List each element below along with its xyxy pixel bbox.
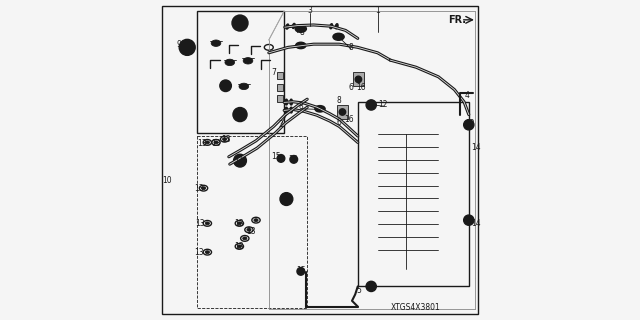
Text: 15: 15 <box>296 266 306 275</box>
Text: 2: 2 <box>278 120 284 129</box>
Ellipse shape <box>202 187 205 189</box>
Text: 13: 13 <box>196 139 207 148</box>
Text: 9: 9 <box>176 40 181 49</box>
Polygon shape <box>277 95 283 102</box>
Circle shape <box>182 43 192 52</box>
Text: 11: 11 <box>283 195 292 204</box>
Text: 16: 16 <box>344 115 354 124</box>
Ellipse shape <box>315 106 325 112</box>
Ellipse shape <box>239 83 249 90</box>
Circle shape <box>234 154 246 167</box>
Text: 8: 8 <box>298 102 303 111</box>
Circle shape <box>463 120 474 130</box>
Circle shape <box>233 108 247 122</box>
Text: 13: 13 <box>234 220 244 228</box>
Circle shape <box>292 157 296 161</box>
Text: XTGS4X3801: XTGS4X3801 <box>391 303 441 312</box>
Circle shape <box>179 39 195 55</box>
Bar <box>353 72 364 86</box>
Bar <box>197 11 284 133</box>
Text: 13: 13 <box>194 184 204 193</box>
Text: 5: 5 <box>356 286 361 295</box>
Text: 6: 6 <box>337 118 342 127</box>
Ellipse shape <box>223 138 227 141</box>
Ellipse shape <box>247 228 251 231</box>
Text: 4: 4 <box>465 91 470 100</box>
Text: 8: 8 <box>299 28 304 37</box>
Bar <box>358 102 468 286</box>
Ellipse shape <box>205 222 209 225</box>
Text: 13: 13 <box>246 227 256 236</box>
Bar <box>197 136 307 308</box>
Circle shape <box>280 193 292 205</box>
Text: 6: 6 <box>349 83 354 92</box>
Text: 12: 12 <box>465 119 474 128</box>
Text: 1: 1 <box>375 6 380 15</box>
Text: 16: 16 <box>356 83 366 92</box>
Ellipse shape <box>286 24 289 29</box>
Ellipse shape <box>211 40 221 46</box>
Ellipse shape <box>243 237 247 240</box>
Ellipse shape <box>330 24 333 29</box>
Circle shape <box>277 155 285 162</box>
Circle shape <box>279 156 283 160</box>
Ellipse shape <box>237 222 241 225</box>
Ellipse shape <box>214 141 218 144</box>
Text: 14: 14 <box>471 219 481 228</box>
Ellipse shape <box>333 33 344 40</box>
Circle shape <box>236 19 244 27</box>
Text: 13: 13 <box>221 135 230 144</box>
Ellipse shape <box>290 99 292 105</box>
Text: 15: 15 <box>271 152 281 161</box>
Circle shape <box>299 269 303 273</box>
Text: 7: 7 <box>272 68 276 76</box>
Text: 13: 13 <box>211 139 221 148</box>
Circle shape <box>220 80 232 92</box>
Ellipse shape <box>205 251 209 254</box>
Circle shape <box>369 102 374 108</box>
Ellipse shape <box>254 219 258 221</box>
Circle shape <box>463 215 474 225</box>
Ellipse shape <box>292 23 295 28</box>
Ellipse shape <box>296 42 306 49</box>
Text: 11: 11 <box>235 156 244 164</box>
Ellipse shape <box>225 59 235 66</box>
Circle shape <box>232 15 248 31</box>
Circle shape <box>290 156 298 163</box>
Ellipse shape <box>285 99 287 105</box>
Ellipse shape <box>237 245 241 248</box>
Circle shape <box>466 218 471 223</box>
Circle shape <box>297 268 305 275</box>
Text: 8: 8 <box>349 43 354 52</box>
Text: 15: 15 <box>288 155 298 164</box>
Text: 10: 10 <box>162 176 172 185</box>
Ellipse shape <box>205 141 209 144</box>
Circle shape <box>339 109 346 115</box>
Ellipse shape <box>295 25 307 32</box>
Circle shape <box>466 122 471 127</box>
Circle shape <box>366 281 376 292</box>
Ellipse shape <box>290 107 292 113</box>
Bar <box>337 105 348 119</box>
Circle shape <box>366 100 376 110</box>
Circle shape <box>369 284 374 289</box>
Ellipse shape <box>335 24 338 29</box>
Text: 12: 12 <box>379 100 388 108</box>
Circle shape <box>355 76 362 83</box>
Text: 13: 13 <box>234 242 244 251</box>
Text: FR.: FR. <box>448 15 466 25</box>
Text: 3: 3 <box>307 6 312 15</box>
Ellipse shape <box>285 107 287 113</box>
Text: 14: 14 <box>471 143 481 152</box>
Polygon shape <box>277 72 283 79</box>
Text: 13: 13 <box>195 219 205 228</box>
Polygon shape <box>277 84 283 91</box>
Text: 8: 8 <box>337 96 342 105</box>
Text: 13: 13 <box>194 248 204 257</box>
Ellipse shape <box>243 58 253 64</box>
